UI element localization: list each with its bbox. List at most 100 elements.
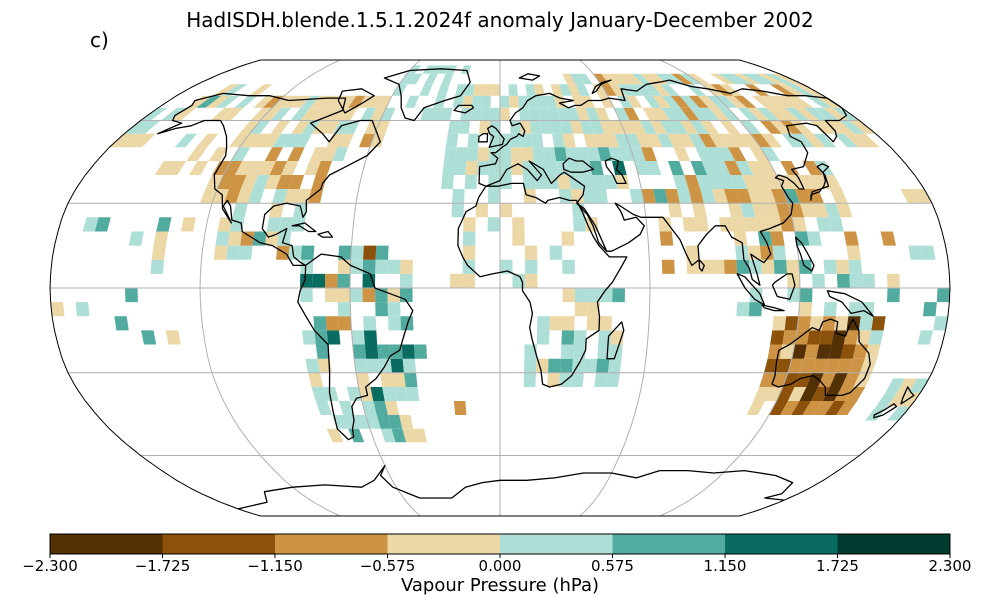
anomaly-cell bbox=[550, 84, 563, 96]
anomaly-cell bbox=[272, 133, 292, 148]
anomaly-cell bbox=[719, 120, 741, 134]
anomaly-cell bbox=[325, 288, 338, 303]
anomaly-cell bbox=[300, 107, 320, 121]
anomaly-cell bbox=[510, 133, 522, 148]
anomaly-cell bbox=[651, 107, 670, 121]
anomaly-cell bbox=[724, 161, 742, 175]
anomaly-cell bbox=[689, 120, 709, 134]
anomaly-cell bbox=[791, 344, 807, 359]
anomaly-cell bbox=[759, 120, 782, 134]
globe-outline bbox=[49, 59, 951, 517]
anomaly-cell bbox=[376, 95, 393, 108]
anomaly-cell bbox=[258, 161, 276, 175]
anomaly-cell bbox=[326, 428, 344, 443]
anomaly-cell bbox=[455, 84, 467, 96]
anomaly-cell bbox=[544, 161, 558, 175]
coastline-great-britain bbox=[487, 125, 505, 148]
anomaly-cell bbox=[291, 95, 312, 108]
anomaly-cell bbox=[322, 120, 341, 134]
anomaly-cell bbox=[776, 175, 795, 189]
anomaly-cell bbox=[557, 175, 571, 189]
anomaly-cell bbox=[822, 387, 842, 401]
colorbar-bin bbox=[387, 534, 500, 554]
anomaly-cell bbox=[224, 189, 241, 204]
colorbar-bin bbox=[837, 534, 950, 554]
anomaly-cell bbox=[791, 217, 807, 232]
anomaly-cell bbox=[688, 189, 704, 204]
anomaly-cell bbox=[616, 95, 633, 108]
anomaly-cell bbox=[559, 120, 574, 134]
anomaly-cell bbox=[466, 147, 479, 161]
anomaly-cell bbox=[663, 73, 686, 85]
anomaly-cell bbox=[707, 175, 724, 189]
anomaly-cell bbox=[809, 316, 824, 331]
anomaly-cell bbox=[134, 120, 161, 134]
anomaly-cell bbox=[452, 189, 465, 204]
anomaly-cell bbox=[614, 107, 630, 121]
anomaly-cell bbox=[813, 107, 840, 121]
anomaly-cell bbox=[362, 273, 376, 288]
anomaly-cell bbox=[293, 203, 308, 218]
anomaly-cell bbox=[589, 120, 605, 134]
coastline-arabia-red-sea bbox=[576, 202, 608, 252]
anomaly-cell bbox=[933, 316, 948, 331]
anomaly-cell bbox=[908, 245, 923, 260]
anomaly-cell bbox=[223, 161, 243, 175]
anomaly-cell bbox=[824, 401, 846, 415]
anomaly-cell bbox=[350, 288, 363, 303]
anomaly-cell bbox=[583, 133, 598, 148]
anomaly-cell bbox=[718, 84, 743, 96]
anomaly-cell bbox=[829, 372, 848, 387]
colorbar-tick-label: 0.575 bbox=[591, 557, 634, 575]
colorbar-bin bbox=[725, 534, 838, 554]
anomaly-cell bbox=[337, 273, 351, 288]
anomaly-cell bbox=[779, 120, 803, 134]
anomaly-cell bbox=[279, 217, 294, 232]
anomaly-cell bbox=[406, 65, 422, 74]
anomaly-cell bbox=[608, 73, 627, 85]
anomaly-cell bbox=[753, 387, 771, 401]
anomaly-cell bbox=[444, 147, 457, 161]
anomaly-cell bbox=[831, 330, 847, 345]
anomaly-cell bbox=[900, 189, 920, 204]
anomaly-cell bbox=[687, 133, 707, 148]
anomaly-cell bbox=[549, 120, 563, 134]
anomaly-cell bbox=[811, 175, 830, 189]
anomaly-cell bbox=[174, 133, 198, 148]
anomaly-cell bbox=[114, 316, 129, 331]
anomaly-cell bbox=[594, 372, 608, 387]
anomaly-cell bbox=[802, 161, 823, 175]
anomaly-cell bbox=[658, 217, 672, 232]
anomaly-cell bbox=[557, 107, 570, 121]
coastline-novaya-zemlya bbox=[591, 79, 612, 95]
anomaly-cell bbox=[276, 245, 290, 260]
anomaly-cell bbox=[920, 245, 936, 260]
anomaly-cell bbox=[746, 401, 765, 415]
anomaly-cell bbox=[520, 120, 532, 134]
anomaly-cell bbox=[384, 401, 400, 415]
anomaly-cell bbox=[630, 147, 646, 161]
anomaly-cell bbox=[264, 147, 283, 161]
anomaly-cell bbox=[788, 358, 805, 373]
anomaly-cell bbox=[262, 95, 285, 108]
anomaly-cell bbox=[248, 84, 273, 96]
anomaly-cell bbox=[834, 387, 854, 401]
anomaly-cell bbox=[770, 330, 785, 345]
anomaly-cell bbox=[488, 161, 500, 175]
anomaly-cell bbox=[680, 107, 700, 121]
anomaly-cell bbox=[776, 387, 795, 401]
anomaly-cell bbox=[858, 316, 874, 331]
anomaly-cell bbox=[538, 107, 550, 121]
anomaly-cell bbox=[794, 84, 824, 96]
anomaly-cell bbox=[862, 273, 875, 288]
anomaly-cell bbox=[659, 84, 680, 96]
anomaly-cell bbox=[284, 189, 300, 204]
anomaly-cell bbox=[597, 147, 612, 161]
anomaly-cell bbox=[343, 120, 361, 134]
anomaly-cell bbox=[165, 330, 181, 345]
anomaly-cell bbox=[360, 107, 377, 121]
anomaly-cell bbox=[309, 147, 327, 161]
anomaly-cell bbox=[711, 259, 725, 274]
anomaly-cell bbox=[646, 133, 663, 148]
anomaly-cell bbox=[387, 302, 401, 317]
